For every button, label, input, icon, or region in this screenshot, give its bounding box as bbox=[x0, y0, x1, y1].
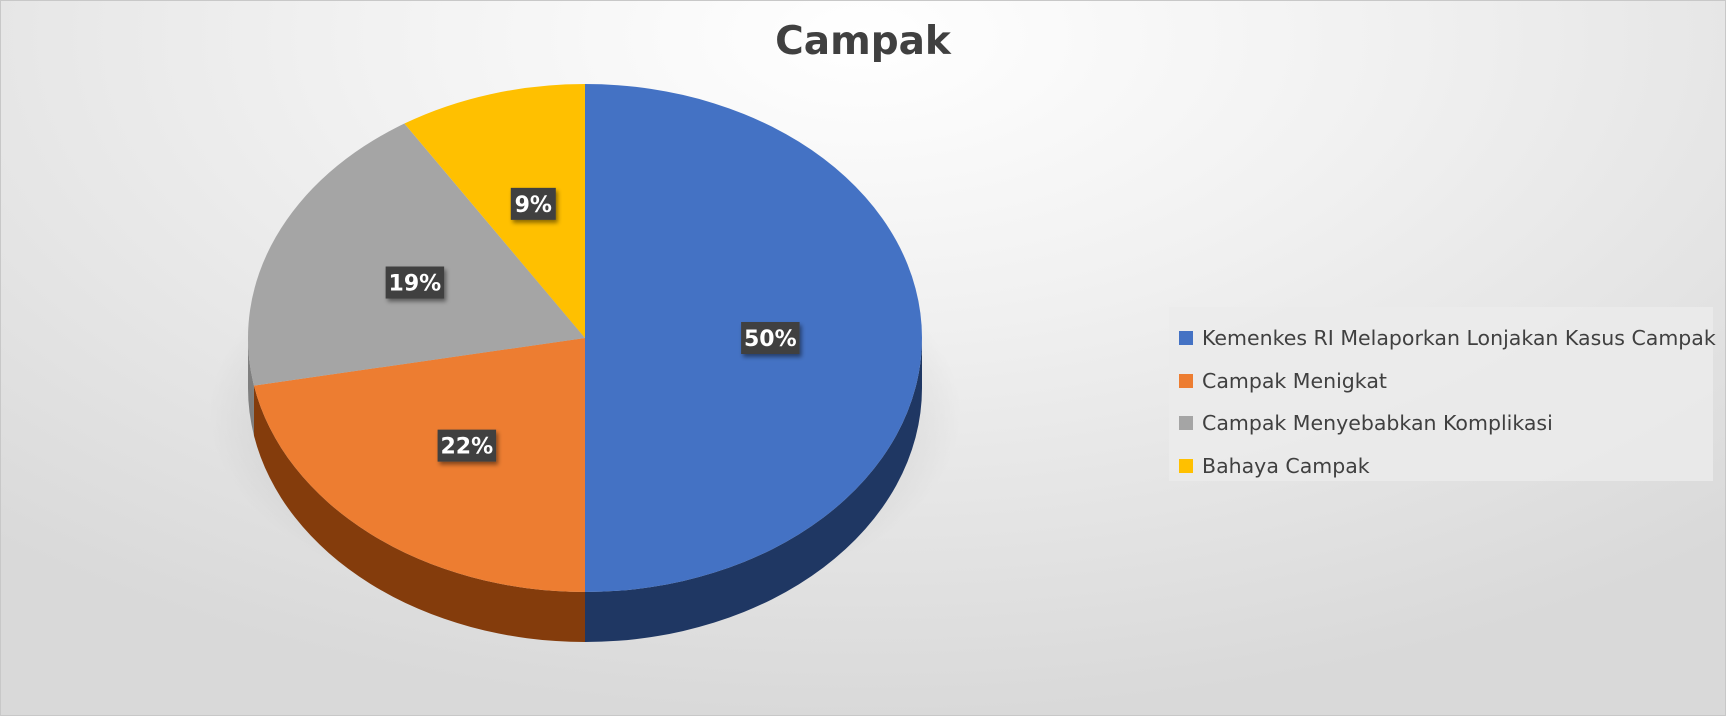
legend-item-0[interactable]: Kemenkes RI Melaporkan Lonjakan Kasus Ca… bbox=[1179, 323, 1716, 353]
pie-slice-side-2 bbox=[248, 338, 254, 436]
pie-slice-side-0 bbox=[585, 338, 922, 642]
data-label-2: 19% bbox=[385, 266, 445, 299]
legend-label-0: Kemenkes RI Melaporkan Lonjakan Kasus Ca… bbox=[1202, 326, 1716, 350]
data-label-text-2: 19% bbox=[389, 272, 442, 297]
pie-slice-2[interactable] bbox=[248, 123, 585, 386]
data-label-box-3 bbox=[510, 187, 556, 220]
legend-swatch-1 bbox=[1179, 373, 1193, 388]
legend-swatch-3 bbox=[1179, 458, 1193, 473]
pie-slice-1[interactable] bbox=[253, 338, 585, 592]
data-label-3: 9% bbox=[510, 187, 556, 220]
legend-item-2[interactable]: Campak Menyebabkan Komplikasi bbox=[1179, 408, 1553, 438]
legend-swatch-0 bbox=[1179, 331, 1193, 345]
legend-swatch-2 bbox=[1179, 416, 1193, 430]
legend-label-1: Campak Menigkat bbox=[1202, 368, 1387, 393]
data-label-text-1: 22% bbox=[441, 435, 494, 460]
data-label-1: 22% bbox=[437, 429, 497, 462]
chart-title: Campak bbox=[775, 19, 951, 64]
legend-label-3: Bahaya Campak bbox=[1202, 453, 1370, 478]
data-label-box-2 bbox=[385, 266, 445, 299]
data-label-box-0 bbox=[741, 322, 800, 354]
legend-item-3[interactable]: Bahaya Campak bbox=[1179, 451, 1370, 481]
data-label-box-1 bbox=[437, 429, 497, 462]
data-label-text-3: 9% bbox=[515, 193, 552, 218]
legend-item-1[interactable]: Campak Menigkat bbox=[1179, 366, 1387, 396]
pie-slice-side-1 bbox=[253, 385, 585, 642]
data-label-text-0: 50% bbox=[744, 327, 797, 352]
legend: Kemenkes RI Melaporkan Lonjakan Kasus Ca… bbox=[1169, 307, 1716, 481]
legend-label-2: Campak Menyebabkan Komplikasi bbox=[1202, 411, 1553, 435]
data-label-0: 50% bbox=[741, 322, 800, 354]
pie-slice-3[interactable] bbox=[404, 84, 585, 338]
